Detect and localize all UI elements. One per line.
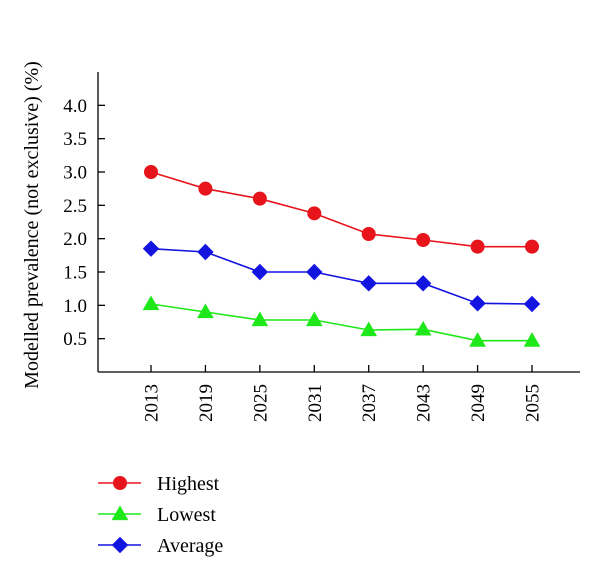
data-point-average — [142, 240, 160, 257]
y-axis-label: Modelled prevalence (not exclusive) (%) — [21, 61, 43, 389]
data-point-lowest — [305, 311, 323, 327]
y-ticks: 0.5 1.0 1.5 2.0 2.5 3.0 3.5 4.0 — [63, 96, 105, 350]
y-tick-label: 1.5 — [63, 263, 87, 284]
x-tick-label: 2031 — [305, 384, 326, 422]
data-point-highest — [198, 181, 213, 196]
y-tick-label: 3.5 — [63, 129, 87, 150]
legend-label-lowest: Lowest — [157, 504, 216, 526]
x-tick-label: 2013 — [142, 384, 163, 422]
y-tick-label: 2.5 — [63, 196, 87, 217]
data-point-lowest — [414, 320, 432, 336]
data-point-highest — [307, 206, 322, 221]
legend-item-lowest: Lowest — [98, 504, 216, 526]
data-point-highest — [361, 227, 376, 241]
data-point-lowest — [469, 332, 486, 347]
data-point-average — [306, 263, 323, 281]
data-point-lowest — [251, 311, 269, 327]
plot-area — [97, 72, 580, 373]
x-ticks: 2013 2019 2025 2031 2037 2043 2049 2055 — [142, 365, 544, 422]
y-tick-label: 2.0 — [63, 229, 87, 250]
data-point-average — [469, 295, 486, 312]
y-tick-label: 0.5 — [63, 329, 87, 350]
series-layer — [142, 165, 541, 347]
data-point-highest — [144, 165, 158, 179]
data-point-average — [197, 243, 214, 261]
series-line-highest — [150, 171, 533, 248]
x-tick-label: 2049 — [468, 384, 489, 422]
legend-item-highest: Highest — [98, 473, 220, 495]
data-point-average — [360, 275, 377, 292]
series-highest — [144, 165, 540, 254]
legend-marker-highest — [113, 476, 127, 490]
data-point-highest — [416, 233, 431, 247]
legend-item-average: Average — [98, 535, 223, 557]
data-point-lowest — [360, 321, 378, 337]
y-tick-label: 3.0 — [63, 163, 87, 184]
x-tick-label: 2055 — [523, 384, 544, 422]
x-tick-label: 2025 — [250, 384, 271, 422]
legend-label-highest: Highest — [157, 473, 220, 495]
data-point-lowest — [142, 295, 160, 311]
y-tick-label: 1.0 — [63, 296, 87, 317]
data-point-highest — [252, 191, 267, 206]
series-line-average — [150, 247, 533, 305]
x-tick-label: 2043 — [414, 384, 435, 422]
series-lowest — [142, 295, 541, 347]
legend: Highest Lowest Average — [98, 473, 223, 557]
series-line-lowest — [150, 303, 533, 342]
data-point-lowest — [523, 332, 541, 347]
legend-label-average: Average — [157, 535, 223, 557]
data-point-highest — [525, 239, 540, 254]
data-point-highest — [470, 239, 485, 254]
x-tick-label: 2019 — [196, 384, 217, 422]
data-point-average — [523, 295, 541, 313]
legend-marker-lowest — [111, 505, 129, 521]
series-average — [142, 240, 541, 313]
data-point-average — [414, 275, 432, 292]
data-point-average — [251, 263, 269, 281]
x-tick-label: 2037 — [359, 384, 380, 422]
y-tick-label: 4.0 — [63, 96, 87, 117]
legend-marker-average — [111, 536, 129, 554]
data-point-lowest — [197, 303, 214, 319]
